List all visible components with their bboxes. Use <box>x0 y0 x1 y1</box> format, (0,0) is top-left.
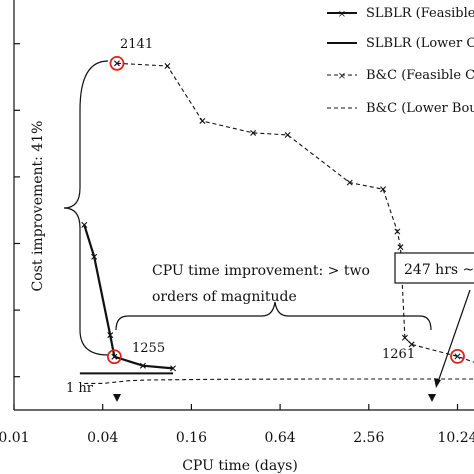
cost-improvement-annotation: Cost improvement: 41% <box>30 60 109 356</box>
y-ticks <box>14 43 20 378</box>
series-0-point-4 <box>139 362 146 369</box>
legend-entry-slblr-lower: SLBLR (Lower Co <box>327 36 474 51</box>
x-tick-label-2: 0.16 <box>176 430 207 446</box>
series-0-point-2 <box>107 332 114 339</box>
legend-entry-bc-feasible: × B&C (Feasible Co <box>327 68 474 83</box>
legend-label-bc-feasible: B&C (Feasible Co <box>366 68 474 83</box>
series-2-point-6 <box>380 186 387 193</box>
series-0-point-3 <box>111 353 118 360</box>
series-2-point-2 <box>199 117 206 124</box>
x-tick-label-4: 2.56 <box>353 430 384 446</box>
cpu-improvement-label-line2: orders of magnitude <box>152 289 297 305</box>
legend-entry-bc-lower: B&C (Lower Boun <box>327 101 474 116</box>
legend-label-slblr-lower: SLBLR (Lower Co <box>366 36 474 51</box>
hours-callout-arrowhead <box>434 378 441 388</box>
hours-callout-box <box>394 252 474 284</box>
marker-triangle-247hrs <box>428 394 436 402</box>
cpu-improvement-annotation: CPU time improvement: > two orders of ma… <box>115 263 432 331</box>
plot-frame <box>13 0 474 411</box>
x-tick-label-5: 10.24 <box>437 430 474 446</box>
hours-callout-arrow <box>437 289 471 383</box>
legend-marker-bc-feasible: × <box>338 71 346 82</box>
highlight-circle-0 <box>109 55 125 71</box>
x-tick-label-1: 0.04 <box>87 430 118 446</box>
hours-callout: 247 hrs ~ 1 <box>394 252 474 388</box>
legend-marker-slblr-feasible: × <box>338 9 346 20</box>
legend-entry-slblr-feasible: × SLBLR (Feasible C <box>327 6 474 21</box>
series-0-point-5 <box>170 365 176 372</box>
cost-improvement-label: Cost improvement: 41% <box>30 121 46 292</box>
x-ticks: 0.01 0.04 0.16 0.64 2.56 10.24 <box>0 404 474 446</box>
legend-label-bc-lower: B&C (Lower Boun <box>366 101 474 116</box>
cpu-improvement-label-line1: CPU time improvement: > two <box>152 263 370 279</box>
series-2-point-7 <box>394 228 401 235</box>
x-axis-label: CPU time (days) <box>182 458 298 474</box>
series-0-point-1 <box>91 253 98 260</box>
axis-markers <box>113 394 436 402</box>
series-2-point-1 <box>164 63 171 69</box>
x-tick-label-3: 0.64 <box>265 430 296 446</box>
value-labels: 2141 1255 1261 1 hr <box>66 37 415 396</box>
one-hour-label: 1 hr <box>66 381 94 396</box>
x-tick-label-0: 0.01 <box>0 430 30 446</box>
value-label-1255: 1255 <box>132 341 165 356</box>
highlight-circle-1 <box>106 349 122 365</box>
series-2-point-11 <box>454 353 461 360</box>
legend-label-slblr-feasible: SLBLR (Feasible C <box>366 6 474 21</box>
series-line-0 <box>83 224 174 370</box>
marker-triangle-1hr <box>113 394 121 402</box>
value-label-1261: 1261 <box>382 347 415 362</box>
series-2-point-8 <box>397 244 404 251</box>
value-label-2141: 2141 <box>120 37 153 52</box>
series-line-2 <box>116 62 474 363</box>
series-2-point-3 <box>250 129 257 136</box>
highlight-circles <box>106 55 465 365</box>
cost-improvement-brace <box>63 60 109 356</box>
legend-background <box>316 0 474 128</box>
legend: × SLBLR (Feasible C SLBLR (Lower Co × B&… <box>316 0 474 128</box>
series-2-point-9 <box>401 334 408 341</box>
hours-callout-label: 247 hrs ~ 1 <box>404 262 474 278</box>
series-2-point-0 <box>113 60 120 67</box>
series-0-point-0 <box>81 221 88 228</box>
series-2-point-4 <box>284 131 291 138</box>
series-2-point-10 <box>408 341 415 348</box>
series-line-3 <box>84 378 474 384</box>
highlight-circle-2 <box>450 348 465 364</box>
cpu-improvement-brace <box>115 301 432 331</box>
series-2-point-5 <box>346 179 353 186</box>
